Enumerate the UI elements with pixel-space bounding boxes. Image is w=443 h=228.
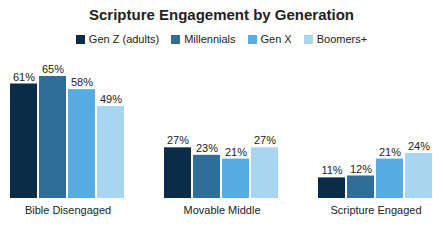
svg-text:21%: 21% — [225, 146, 247, 158]
svg-text:Scripture Engaged: Scripture Engaged — [330, 204, 421, 216]
svg-text:24%: 24% — [408, 140, 430, 152]
svg-text:65%: 65% — [42, 63, 64, 75]
svg-text:Movable Middle: Movable Middle — [183, 204, 260, 216]
svg-text:21%: 21% — [379, 146, 401, 158]
svg-text:Bible Disengaged: Bible Disengaged — [25, 204, 111, 216]
svg-text:61%: 61% — [13, 71, 35, 83]
html-text:Boomers+: Boomers+ — [316, 33, 368, 45]
html-text:Scripture Engagement by Genera: Scripture Engagement by Generation — [89, 6, 354, 23]
html-text:Gen X: Gen X — [260, 33, 292, 45]
html-text:Gen Z (adults): Gen Z (adults) — [88, 33, 160, 45]
svg-text:12%: 12% — [350, 162, 372, 174]
svg-text:11%: 11% — [321, 164, 342, 176]
svg-text:27%: 27% — [167, 134, 189, 146]
svg-text:58%: 58% — [71, 76, 93, 88]
svg-text:27%: 27% — [254, 134, 276, 146]
svg-text:23%: 23% — [196, 142, 218, 154]
html-text:Millennials: Millennials — [184, 33, 236, 45]
svg-text:49%: 49% — [100, 93, 122, 105]
